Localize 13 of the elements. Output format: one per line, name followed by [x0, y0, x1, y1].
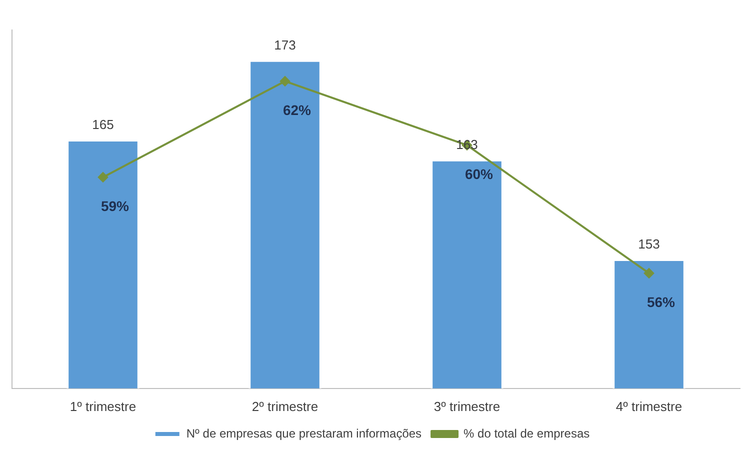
data-label: 165 [92, 117, 114, 132]
data-label: 62% [282, 102, 312, 118]
data-label: 173 [274, 37, 296, 52]
legend-label: % do total de empresas [464, 426, 590, 440]
data-label: 59% [100, 198, 130, 214]
x-tick-label: 4º trimestre [616, 398, 682, 414]
data-label: 153 [638, 236, 660, 252]
x-tick-label: 2º trimestre [252, 398, 318, 414]
x-tick-label: 1º trimestre [70, 398, 136, 414]
data-label: 56% [646, 294, 676, 310]
x-tick-label: 3º trimestre [434, 398, 500, 414]
data-label: 60% [464, 166, 494, 182]
legend-label: Nº de empresas que prestaram informações [186, 426, 422, 440]
